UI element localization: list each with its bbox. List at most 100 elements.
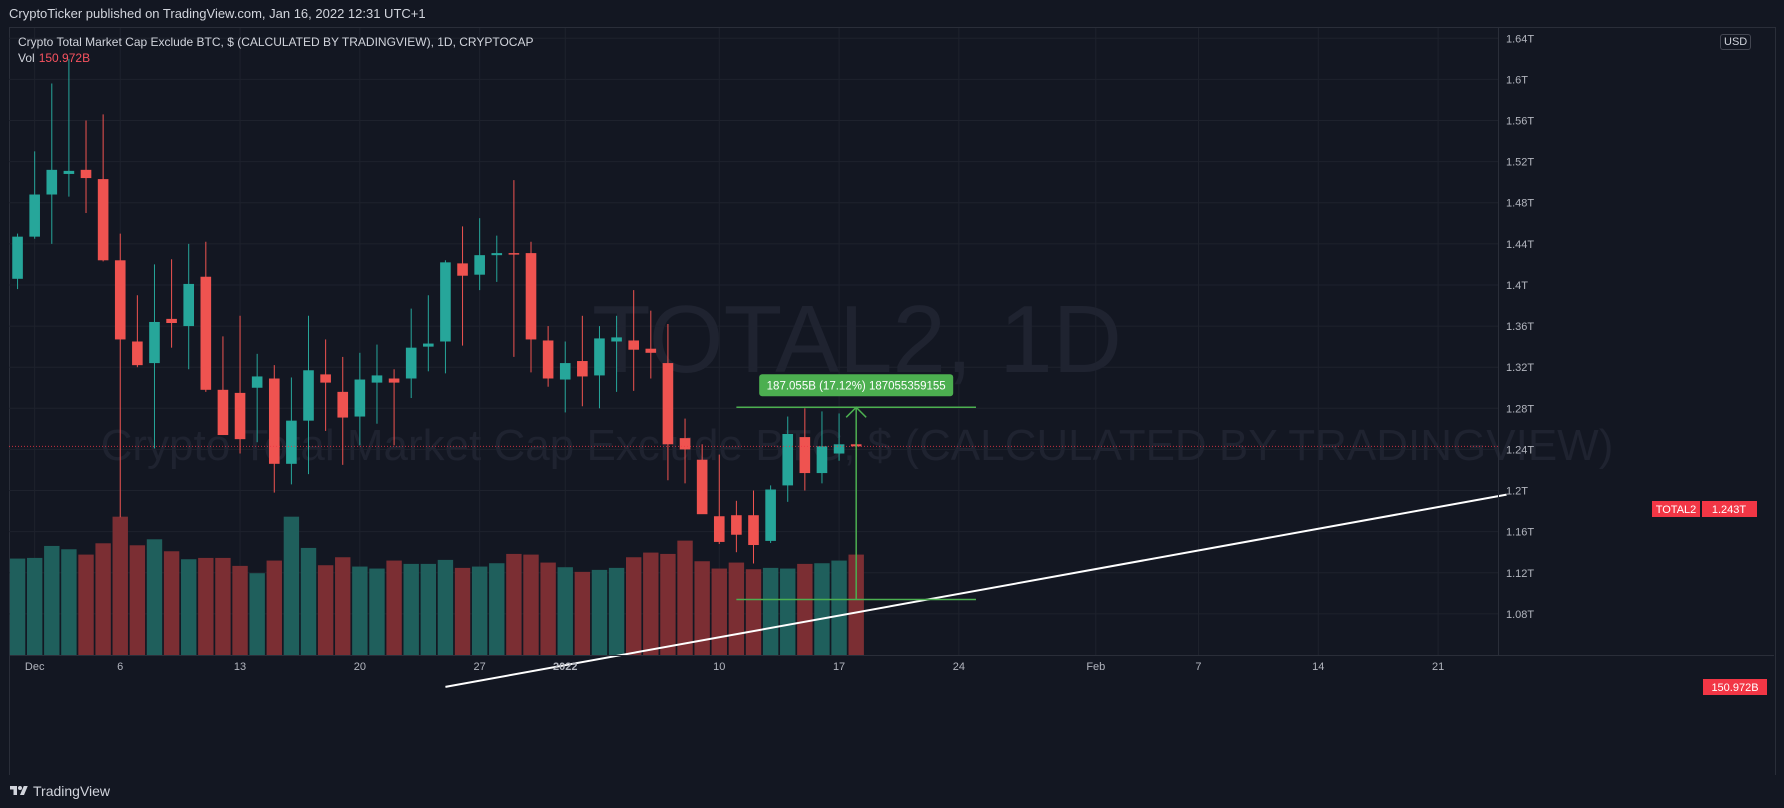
axes: 1.08T 1.12T 1.16T 1.2T 1.24T 1.28T 1.32T 1.36T 1… [9,28,1774,673]
volume-bar [848,554,864,655]
volume-bar [232,565,248,655]
volume-bar [403,563,419,655]
volume-bar [420,563,437,655]
volume-bar [831,560,847,655]
candle-body [114,260,126,340]
x-tick-label: 20 [354,661,366,673]
y-tick-label: 1.36T [1506,321,1534,333]
candles [12,58,862,564]
publication-bar: CryptoTicker published on TradingView.co… [0,0,1784,27]
candle-body [662,363,674,445]
candle-body [337,391,349,418]
y-tick-label: 1.32T [1506,362,1534,374]
candle-body [765,489,776,541]
candle-body [217,389,229,436]
y-tick-label: 1.2T [1506,486,1528,498]
last-price-tag: 1.243T [1712,504,1747,516]
volume-bar [814,563,830,655]
volume-bar [694,561,710,655]
candle-body [234,392,246,440]
candle-body [833,444,845,454]
y-tick-label: 1.64T [1506,33,1534,45]
volume-tag: 150.972B [1711,682,1758,694]
candle-body [354,379,366,417]
volume-bar [437,559,454,655]
volume-bar [112,516,128,655]
trendline [445,493,1507,688]
volume-bar [266,560,282,655]
currency-badge[interactable]: USD [1720,34,1752,50]
volume-bar [506,553,522,655]
volume-bar [249,573,265,655]
y-tick-label: 1.24T [1506,444,1534,456]
volume-bar [215,557,231,655]
volume-bar [129,545,146,655]
last-price-tag-bg [1702,501,1757,517]
candle-body [46,169,58,195]
candle-body [491,253,503,256]
y-tick-label: 1.08T [1506,609,1534,621]
candle-body [577,361,588,377]
candle-body [29,194,40,237]
candle-body [525,253,537,340]
volume-bar [728,562,745,655]
legend-volume-value: 150.972B [38,51,91,65]
volume-bar [9,558,26,655]
volume-bar [523,554,539,655]
price-labels: TOTAL2 1.243T 150.972B [1652,501,1767,695]
tradingview-logo-icon[interactable] [10,784,28,798]
x-tick-label: 14 [1312,661,1324,673]
volume-bar [317,565,334,655]
volume-bar [540,562,556,655]
volume-bar [643,552,659,655]
candle-body [474,255,485,275]
volume-bar [95,543,111,655]
candle-body [816,446,828,474]
candle-body [63,170,75,174]
candle-body [782,434,794,486]
footer: TradingView [0,775,1784,808]
candle-body [731,515,742,535]
volume-bar [146,539,163,655]
volume-bar [591,569,608,655]
volume-bar [26,557,43,655]
volume-bar [44,545,60,655]
volume-bar [745,569,762,655]
volume-bar [780,568,796,655]
candle-body [748,515,759,546]
volume-bar [489,563,505,655]
y-tick-label: 1.4T [1506,280,1528,292]
x-tick-label: 6 [117,661,123,673]
volume-bar [335,557,351,655]
candle-body [679,438,691,450]
candle-body [320,374,331,383]
x-tick-label: 7 [1195,661,1201,673]
candle-body [508,253,520,255]
footer-brand[interactable]: TradingView [33,783,111,799]
candle-body [286,420,297,464]
chart-legend: Crypto Total Market Cap Exclude BTC, $ (… [18,34,533,66]
legend-volume: Vol 150.972B [18,50,533,66]
candle-body [559,363,571,380]
x-tick-label: 17 [833,661,845,673]
volume-bar [300,547,317,655]
candle-body [713,516,725,542]
x-tick-label: 24 [953,661,965,673]
symbol-tag-bg [1652,501,1700,517]
volume-bar [283,516,300,655]
x-tick-label: Dec [25,661,45,673]
candle-body [423,343,434,347]
volume-bar [78,554,94,655]
volume-bars [9,516,864,655]
x-tick-label: 13 [234,661,246,673]
candle-body [268,378,280,464]
y-tick-label: 1.28T [1506,403,1534,415]
candle-body [696,459,708,515]
y-tick-label: 1.16T [1506,527,1534,539]
candle-body [457,263,468,276]
y-tick-label: 1.12T [1506,568,1534,580]
drawings[interactable]: 187.055B (17.12%) 187055359155 [9,374,1507,688]
volume-bar [61,549,77,655]
volume-bar [608,567,625,655]
